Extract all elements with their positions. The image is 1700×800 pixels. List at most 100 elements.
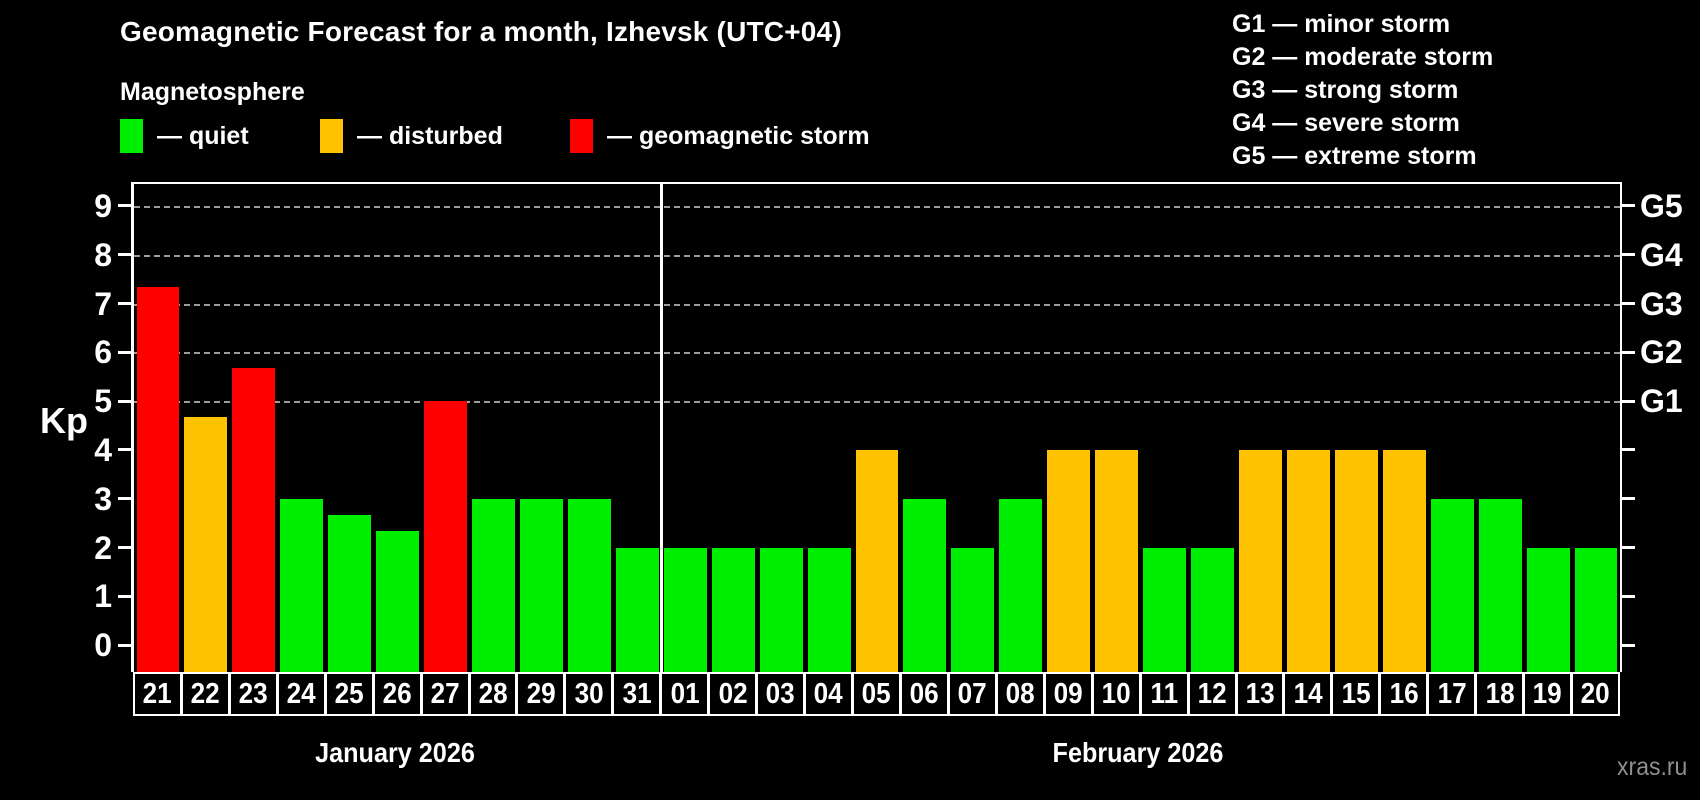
- left-axis-tick: [118, 497, 131, 501]
- left-axis-tick: [118, 448, 131, 452]
- day-label: 09: [1053, 677, 1083, 710]
- day-label: 28: [478, 677, 508, 710]
- day-label: 12: [1197, 677, 1227, 710]
- day-label-cell: 14: [1283, 672, 1333, 716]
- gridline-kp-7: [134, 303, 1620, 306]
- bar-day-06: [903, 498, 947, 672]
- storm-scale-g1: G1 — minor storm: [1232, 10, 1451, 38]
- day-label: 15: [1341, 677, 1371, 710]
- right-axis-tick: [1622, 302, 1635, 306]
- day-label-cell: 15: [1331, 672, 1381, 716]
- bar-day-31: [615, 547, 659, 672]
- bar-day-29: [519, 498, 563, 672]
- page-title: Geomagnetic Forecast for a month, Izhevs…: [120, 16, 842, 47]
- day-label: 29: [526, 677, 556, 710]
- day-label-cell: 11: [1139, 672, 1189, 716]
- right-axis-label-g4: G4: [1640, 236, 1683, 273]
- month-label-january: January 2026: [314, 737, 475, 768]
- day-label-cell: 31: [612, 672, 662, 716]
- day-label-cell: 16: [1379, 672, 1429, 716]
- bar-day-27: [424, 401, 468, 672]
- bar-day-08: [999, 498, 1043, 672]
- day-label: 16: [1389, 677, 1419, 710]
- left-axis-tick: [118, 399, 131, 403]
- bar-day-11: [1143, 547, 1187, 672]
- bar-day-01: [663, 547, 707, 672]
- day-label: 18: [1485, 677, 1515, 710]
- day-label-cell: 20: [1571, 672, 1620, 716]
- y-axis-label: 8: [94, 236, 112, 273]
- bar-day-15: [1334, 449, 1378, 672]
- right-axis-tick: [1622, 399, 1635, 403]
- y-axis-label: 4: [94, 431, 112, 468]
- day-label-cell: 19: [1523, 672, 1573, 716]
- bar-day-14: [1286, 449, 1330, 672]
- right-axis-label-g1: G1: [1640, 383, 1683, 420]
- day-label-cell: 09: [1043, 672, 1093, 716]
- right-axis-label-g2: G2: [1640, 334, 1683, 371]
- bar-day-02: [711, 547, 755, 672]
- day-label: 02: [718, 677, 748, 710]
- storm-swatch-icon: [570, 119, 593, 153]
- left-axis-tick: [118, 302, 131, 306]
- bar-day-10: [1095, 449, 1139, 672]
- day-label: 14: [1293, 677, 1323, 710]
- day-label: 13: [1245, 677, 1275, 710]
- bar-day-16: [1382, 449, 1426, 672]
- day-label: 08: [1005, 677, 1035, 710]
- day-label-cell: 21: [133, 672, 182, 716]
- left-axis-tick: [118, 204, 131, 208]
- day-label-cell: 17: [1427, 672, 1477, 716]
- right-axis-tick: [1622, 448, 1635, 452]
- right-axis-tick: [1622, 643, 1635, 647]
- day-label: 05: [861, 677, 892, 710]
- day-label: 06: [909, 677, 939, 710]
- day-label: 04: [814, 677, 844, 710]
- bar-day-26: [376, 531, 420, 672]
- day-label: 20: [1581, 677, 1611, 710]
- day-label-cell: 07: [947, 672, 997, 716]
- left-axis-tick: [118, 350, 131, 354]
- bar-day-12: [1191, 547, 1234, 672]
- left-axis-tick: [118, 594, 131, 598]
- day-label-cell: 23: [228, 672, 278, 716]
- right-axis-tick: [1622, 204, 1635, 208]
- legend-item-quiet: — quiet: [120, 118, 249, 154]
- day-label-cell: 10: [1091, 672, 1141, 716]
- day-label-cell: 12: [1187, 672, 1237, 716]
- magnetosphere-subtitle: Magnetosphere: [120, 78, 305, 106]
- right-axis-tick: [1622, 350, 1635, 354]
- day-label-cell: 05: [852, 672, 901, 716]
- right-axis-tick: [1622, 594, 1635, 598]
- bar-day-07: [951, 547, 995, 672]
- storm-scale-g2: G2 — moderate storm: [1232, 43, 1494, 71]
- day-label: 23: [238, 677, 268, 710]
- day-label: 21: [142, 677, 172, 710]
- bar-day-23: [232, 368, 276, 672]
- day-label-cell: 18: [1475, 672, 1525, 716]
- day-label: 17: [1437, 677, 1467, 710]
- month-divider-line: [659, 184, 663, 672]
- day-label: 03: [766, 677, 796, 710]
- y-axis-label: 7: [94, 285, 112, 322]
- legend-item-storm: — geomagnetic storm: [570, 118, 870, 154]
- y-axis-label: 2: [94, 529, 112, 566]
- day-label: 10: [1101, 677, 1131, 710]
- right-axis-tick: [1622, 253, 1635, 257]
- kp-bar-chart-plot-area: 0 1 2 3 4 5 6 7 8 9 G1 G2 G3 G4 G5: [94, 182, 1683, 672]
- day-label-cell: 13: [1235, 672, 1285, 716]
- y-axis-title: Kp: [40, 400, 88, 441]
- day-label: 07: [957, 677, 987, 710]
- bar-day-13: [1239, 449, 1282, 672]
- right-axis-label-g5: G5: [1640, 187, 1683, 224]
- right-axis-tick: [1622, 546, 1635, 550]
- gridline-kp-6: [134, 352, 1620, 355]
- day-label-cell: 22: [180, 672, 230, 716]
- day-label-cell: 24: [276, 672, 326, 716]
- day-label: 25: [334, 677, 364, 710]
- storm-scale-g3: G3 — strong storm: [1232, 76, 1459, 104]
- day-label-cell: 02: [708, 672, 758, 716]
- day-label-cell: 01: [660, 672, 710, 716]
- day-label: 01: [670, 677, 700, 710]
